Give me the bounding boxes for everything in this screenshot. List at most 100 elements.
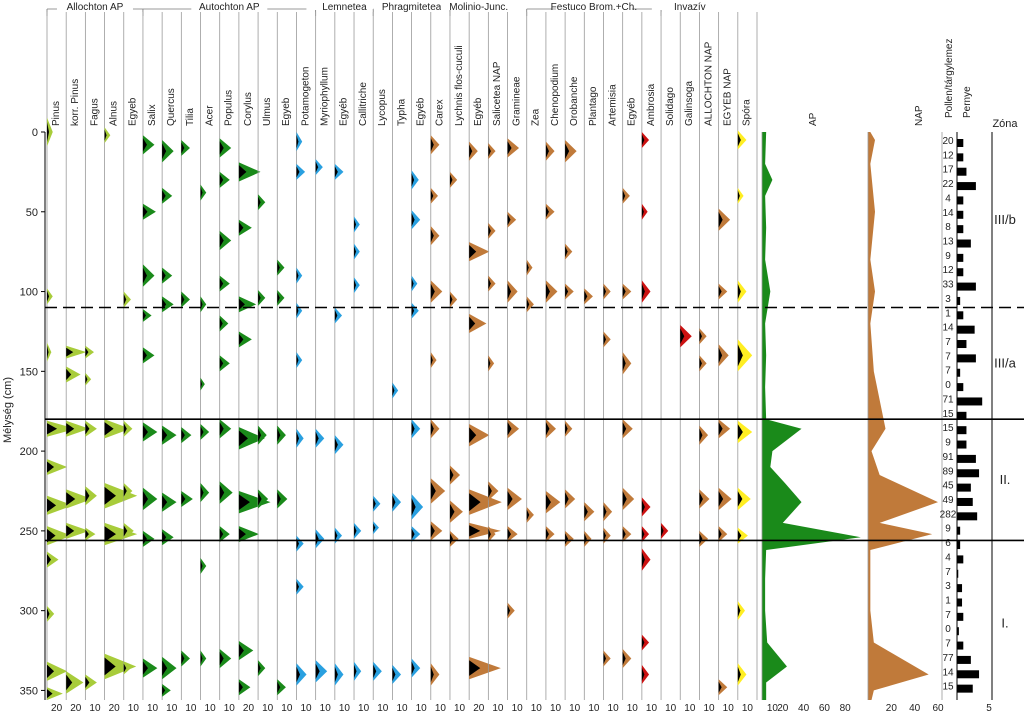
taxon-frequency-core	[238, 165, 247, 179]
taxon-frequency-peak	[238, 640, 254, 661]
taxon-frequency-peak	[737, 187, 744, 204]
taxon-frequency-core	[277, 292, 280, 304]
taxon-frequency-core	[354, 279, 357, 291]
taxon-frequency-core	[373, 498, 376, 510]
taxon-axis-tick: 10	[723, 703, 735, 714]
taxon-frequency-peak	[584, 530, 592, 547]
taxon-frequency-peak	[238, 427, 265, 450]
taxon-frequency-core	[258, 196, 261, 208]
taxon-frequency-core	[411, 661, 415, 675]
right-columns-layer: Pollen/tárgylemez20121722414813912333114…	[940, 39, 1019, 714]
depth-tick-label: 200	[20, 446, 38, 458]
taxon-label: Egyeb	[281, 97, 292, 126]
taxon-frequency-core	[622, 491, 627, 507]
pollen-count-value: 4	[945, 552, 951, 563]
taxon-frequency-core	[162, 685, 166, 695]
taxon-frequency-peak	[373, 521, 379, 535]
taxon-frequency-core	[641, 500, 645, 514]
taxon-frequency-core	[430, 666, 434, 683]
taxon-frequency-peak	[622, 526, 632, 543]
taxon-frequency-core	[565, 533, 569, 545]
taxon-label: Galinsoga	[684, 81, 695, 126]
taxon-frequency-peak	[430, 135, 440, 155]
taxon-frequency-core	[507, 141, 512, 155]
taxon-frequency-core	[66, 368, 72, 381]
taxon-frequency-peak	[123, 483, 133, 499]
taxon-frequency-peak	[47, 551, 59, 568]
taxon-frequency-core	[737, 190, 740, 202]
taxon-frequency-core	[699, 428, 703, 442]
taxon-frequency-peak	[545, 203, 555, 220]
pollen-count-value: 12	[942, 150, 954, 161]
taxon-frequency-core	[85, 489, 90, 503]
taxon-frequency-peak	[277, 679, 286, 696]
taxon-frequency-core	[104, 129, 107, 141]
taxon-frequency-peak	[469, 242, 490, 262]
taxon-frequency-core	[469, 660, 481, 676]
taxon-frequency-core	[469, 144, 473, 158]
taxon-frequency-core	[737, 283, 741, 300]
depth-tick-label: 250	[20, 526, 38, 538]
taxon-frequency-peak	[296, 578, 304, 595]
taxon-frequency-core	[488, 225, 491, 237]
taxon-frequency-peak	[622, 648, 632, 669]
taxon-frequency-peak	[545, 419, 556, 439]
taxon-frequency-peak	[430, 419, 440, 439]
taxon-frequency-peak	[680, 325, 692, 348]
taxon-frequency-peak	[565, 139, 577, 163]
taxon-frequency-core	[85, 347, 89, 357]
group-label-backing	[440, 0, 517, 10]
taxon-frequency-core	[411, 173, 415, 187]
taxon-frequency-core	[238, 298, 245, 310]
taxon-axis-tick: 10	[224, 703, 236, 714]
taxon-frequency-peak	[469, 313, 487, 334]
taxon-axis-tick: 10	[512, 703, 524, 714]
taxon-frequency-peak	[488, 275, 496, 292]
taxon-frequency-core	[622, 285, 626, 298]
taxon-frequency-core	[507, 605, 511, 617]
charcoal-bar	[957, 383, 964, 392]
taxon-frequency-peak	[565, 530, 574, 547]
taxon-axis-tick: 10	[89, 703, 101, 714]
taxon-frequency-core	[162, 270, 166, 282]
taxon-axis-tick: 10	[435, 703, 447, 714]
taxon-frequency-peak	[258, 489, 269, 509]
taxon-frequency-peak	[507, 487, 522, 511]
taxon-frequency-core	[219, 651, 224, 666]
group-label: Autochton AP	[199, 2, 260, 13]
taxon-frequency-peak	[104, 653, 137, 680]
taxon-axis-tick: 10	[531, 703, 543, 714]
taxon-label: Orobanche	[569, 76, 580, 126]
depth-axis: Mélység (cm) 0 50 100 150 200 250 300 350	[2, 127, 46, 700]
taxon-frequency-core	[162, 660, 168, 676]
taxon-frequency-peak	[603, 650, 611, 667]
taxon-axis-tick: 10	[608, 703, 620, 714]
taxon-frequency-peak	[162, 187, 173, 204]
taxon-frequency-core	[488, 145, 491, 157]
taxon-frequency-core	[296, 166, 300, 178]
taxon-frequency-core	[526, 298, 530, 310]
group-label: Phragmitetea	[382, 2, 442, 13]
taxon-axis-tick: 10	[416, 703, 428, 714]
taxon-axis-tick: 10	[358, 703, 370, 714]
taxon-frequency-peak	[449, 171, 458, 188]
taxon-frequency-peak	[545, 141, 555, 161]
taxon-frequency-core	[737, 491, 743, 507]
taxon-frequency-core	[66, 492, 76, 506]
taxon-frequency-peak	[430, 187, 438, 204]
taxon-frequency-peak	[47, 459, 68, 476]
charcoal-bar	[957, 139, 964, 147]
ap-curve-axis-tick: 60	[819, 703, 831, 714]
taxon-frequency-core	[85, 529, 89, 539]
taxon-frequency-core	[545, 144, 549, 158]
taxon-frequency-peak	[85, 372, 92, 386]
charcoal-bar	[957, 354, 976, 363]
taxon-frequency-peak	[661, 522, 669, 539]
taxon-frequency-core	[449, 468, 454, 482]
charcoal-bar	[957, 196, 964, 205]
taxon-frequency-peak	[47, 342, 52, 362]
taxon-frequency-core	[104, 422, 114, 436]
taxon-frequency-peak	[526, 259, 533, 276]
taxon-axis-tick: 10	[320, 703, 332, 714]
